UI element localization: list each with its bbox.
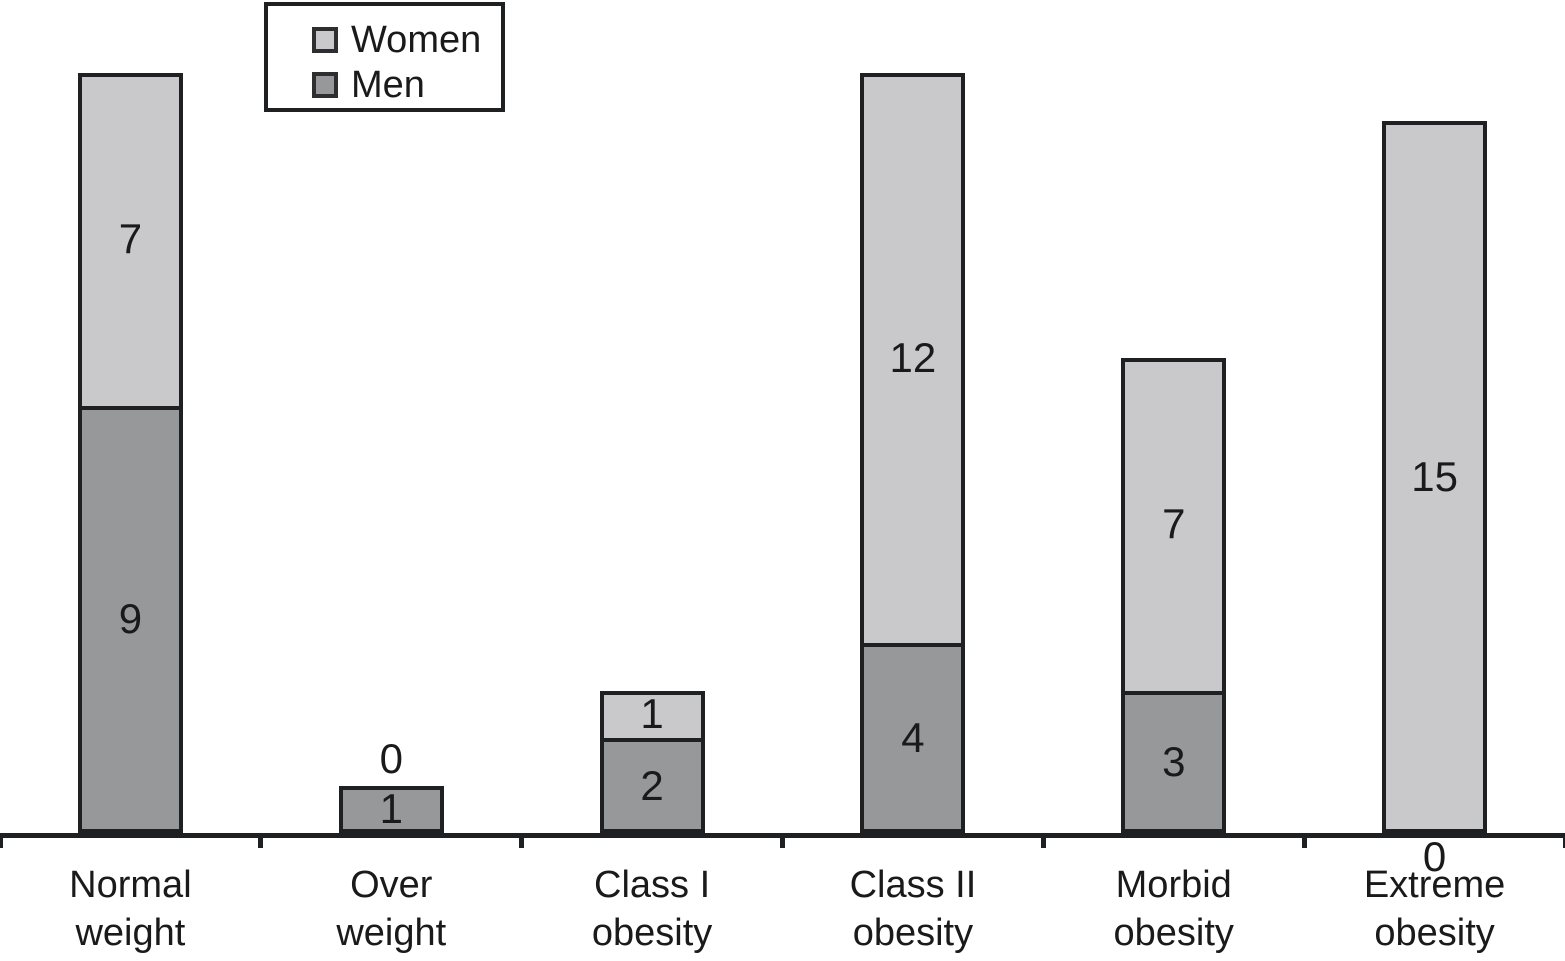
legend-swatch-icon <box>312 26 338 53</box>
women-value-label: 0 <box>379 734 403 782</box>
category-label: Normal weight <box>69 864 192 954</box>
bar-segment-women <box>599 690 705 738</box>
men-value-label: 0 <box>1422 833 1447 880</box>
axis-tick <box>1562 833 1565 848</box>
bar-segment-women <box>1121 358 1227 691</box>
bar-segment-men <box>860 643 966 833</box>
legend-label: Men <box>351 63 425 106</box>
axis-tick <box>519 833 525 848</box>
men-value-label: 1 <box>379 785 403 833</box>
women-value-label: 7 <box>1162 500 1186 548</box>
legend-row-women: Women <box>312 17 501 62</box>
bar-segment-women <box>77 73 183 406</box>
women-value-label: 7 <box>118 215 143 263</box>
axis-tick <box>0 833 3 848</box>
category-label: Class I obesity <box>591 864 713 954</box>
category-label: Morbid obesity <box>1113 864 1234 954</box>
axis-tick <box>780 833 785 848</box>
bar-segment-women <box>1382 120 1488 833</box>
bar-segment-women <box>860 73 966 643</box>
men-value-label: 2 <box>640 761 664 809</box>
axis-tick <box>258 833 264 848</box>
legend-label: Women <box>351 18 482 61</box>
men-value-label: 3 <box>1162 737 1186 785</box>
men-value-label: 4 <box>901 714 925 761</box>
women-value-label: 15 <box>1411 452 1458 500</box>
bar-segment-men <box>1121 690 1227 833</box>
axis-tick <box>1301 833 1307 848</box>
legend-row-men: Men <box>312 62 501 107</box>
category-label: Extreme obesity <box>1363 864 1506 954</box>
legend-swatch-icon <box>312 71 338 98</box>
category-label: Class II obesity <box>849 864 977 954</box>
women-value-label: 1 <box>640 690 664 738</box>
bar-segment-men <box>599 738 705 833</box>
bar-segment-men <box>77 405 183 833</box>
bar-segment-men <box>338 785 444 833</box>
category-label: Over weight <box>336 864 447 954</box>
legend: Women Men <box>264 2 505 112</box>
men-value-label: 9 <box>118 595 143 643</box>
women-value-label: 12 <box>889 334 937 381</box>
axis-tick <box>1040 833 1046 848</box>
